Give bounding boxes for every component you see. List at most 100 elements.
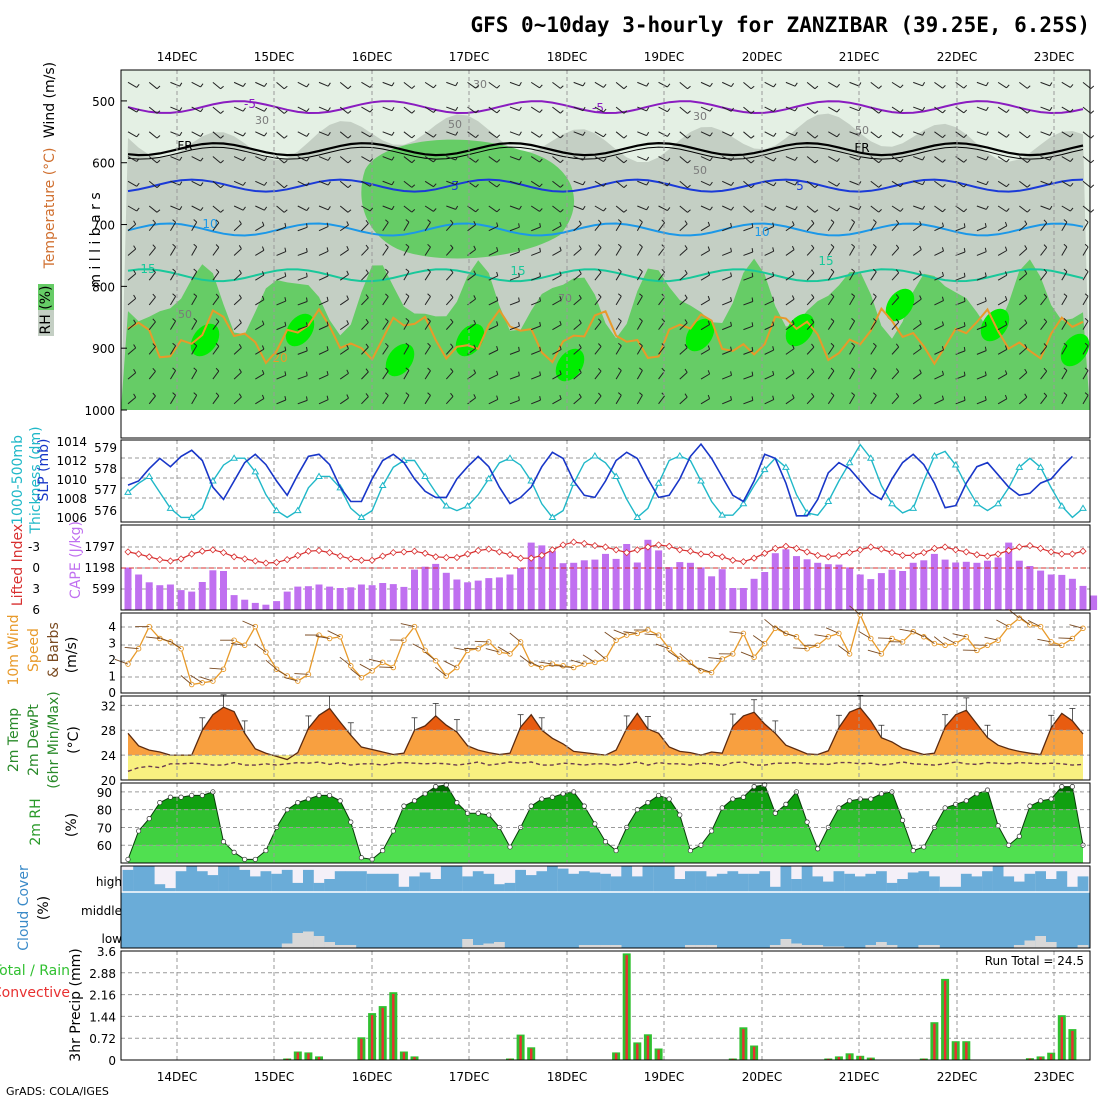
wind-barb-flag xyxy=(306,272,308,277)
wind-barb xyxy=(976,180,987,186)
rh-90-cell xyxy=(1060,333,1090,367)
wind-barb-flag xyxy=(1063,268,1068,272)
wind-barb-flag xyxy=(238,220,242,225)
wind-barb-flag xyxy=(559,221,562,226)
high-cloud-bar xyxy=(1035,871,1046,892)
wind-barb xyxy=(912,249,922,256)
lifted-index-marker xyxy=(1026,542,1034,550)
wind-barb-flag xyxy=(284,395,287,401)
wind-barb-10m xyxy=(199,676,214,682)
wind-barb xyxy=(785,180,796,186)
wind-barb-flag xyxy=(518,156,522,161)
low-cloud-bar xyxy=(1077,945,1089,948)
wind-barb xyxy=(191,205,201,212)
cape-bar xyxy=(421,566,429,610)
precip-legend-total: Total / Rain xyxy=(0,963,70,979)
wind-barb xyxy=(1019,347,1028,355)
wind-barb-flag xyxy=(639,367,643,371)
lifted-index-marker xyxy=(909,551,917,559)
rh-marker xyxy=(486,812,492,818)
thickness-marker xyxy=(930,451,939,459)
low-cloud-bar xyxy=(600,945,611,948)
wind-barb-flag xyxy=(518,396,520,401)
lifted-index-marker xyxy=(824,553,832,561)
cape-bar xyxy=(145,582,153,610)
wind-barb xyxy=(276,350,286,355)
isotherm-label: 15 xyxy=(140,262,155,276)
thickness-tick-label: 576 xyxy=(94,504,117,518)
lifted-index-marker xyxy=(845,549,854,557)
wind-barb-flag xyxy=(133,393,137,398)
wind-barb xyxy=(785,298,795,306)
wind-barb-flag xyxy=(539,158,543,163)
lifted-index-marker xyxy=(856,546,864,554)
cape-bar xyxy=(1047,574,1055,610)
precip-convective-bar xyxy=(742,1029,745,1060)
wind-barb xyxy=(361,297,369,306)
high-cloud-bar xyxy=(557,868,569,892)
wind-barb xyxy=(276,81,285,90)
cape-bar xyxy=(750,578,758,610)
wind-barb-flag xyxy=(751,346,754,351)
wind-barb xyxy=(891,81,901,89)
cape-bar xyxy=(283,591,291,610)
date-tick-bottom: 17DEC xyxy=(449,1070,489,1084)
wind-barb xyxy=(339,249,349,256)
high-cloud-bar xyxy=(525,875,537,892)
cape-bar xyxy=(814,562,822,610)
wind-barb xyxy=(488,225,499,232)
wind-barb-flag xyxy=(152,244,156,249)
wind-barb xyxy=(361,396,369,405)
high-cloud-bar xyxy=(833,871,845,892)
wind-barb-flag xyxy=(496,134,501,138)
cape-bar xyxy=(793,556,800,610)
wind-barb-flag xyxy=(1084,293,1089,297)
wind-barb-flag xyxy=(156,184,161,188)
li-tick-label: 0 xyxy=(32,561,40,575)
wind-barb xyxy=(445,297,454,306)
cape-bar xyxy=(856,574,864,610)
thickness-marker xyxy=(739,499,748,507)
wind-barb-flag xyxy=(215,268,220,273)
wind-barb xyxy=(637,106,647,112)
wind-barb xyxy=(318,81,329,87)
wind-barb-flag xyxy=(707,271,711,276)
wind-barb-flag xyxy=(830,367,835,372)
high-cloud-bar xyxy=(387,873,399,892)
date-tick-top: 14DEC xyxy=(157,50,197,64)
wind-barb xyxy=(955,399,966,405)
wind-barb-flag xyxy=(220,135,224,139)
wind-barb xyxy=(700,106,711,112)
wind-barb xyxy=(913,180,923,186)
wind-barb xyxy=(891,131,901,138)
wind-barb xyxy=(531,325,541,331)
wind-barb xyxy=(318,131,329,137)
cape-bar xyxy=(824,564,832,610)
wind-barb xyxy=(318,349,329,355)
wind-barb xyxy=(679,396,688,405)
wind-barb xyxy=(1082,221,1089,231)
wind-barb xyxy=(976,81,987,87)
rh-marker xyxy=(220,839,227,845)
wind-barb-flag xyxy=(326,296,329,301)
wind-barb xyxy=(934,205,943,213)
rh-90-cell xyxy=(555,348,585,382)
rh-marker xyxy=(380,848,386,854)
thickness-marker xyxy=(591,451,599,459)
wind-barb xyxy=(488,156,498,163)
wind-barb-flag xyxy=(347,159,352,164)
wind-barb xyxy=(764,205,774,211)
wind-barb-flag xyxy=(242,107,246,112)
precip-convective-bar xyxy=(943,980,947,1060)
wind-barb-10m xyxy=(952,633,967,638)
wind-barb xyxy=(636,271,643,281)
wind-barb xyxy=(297,301,308,306)
wind-barb xyxy=(509,276,520,281)
wind-barb xyxy=(424,296,431,306)
wind-barb xyxy=(276,131,285,139)
wind-barb-flag xyxy=(963,109,968,114)
wind-barb-flag xyxy=(1024,393,1028,398)
wind-barb xyxy=(339,131,349,139)
slp-line xyxy=(127,442,1073,517)
wind-barb xyxy=(552,106,561,114)
